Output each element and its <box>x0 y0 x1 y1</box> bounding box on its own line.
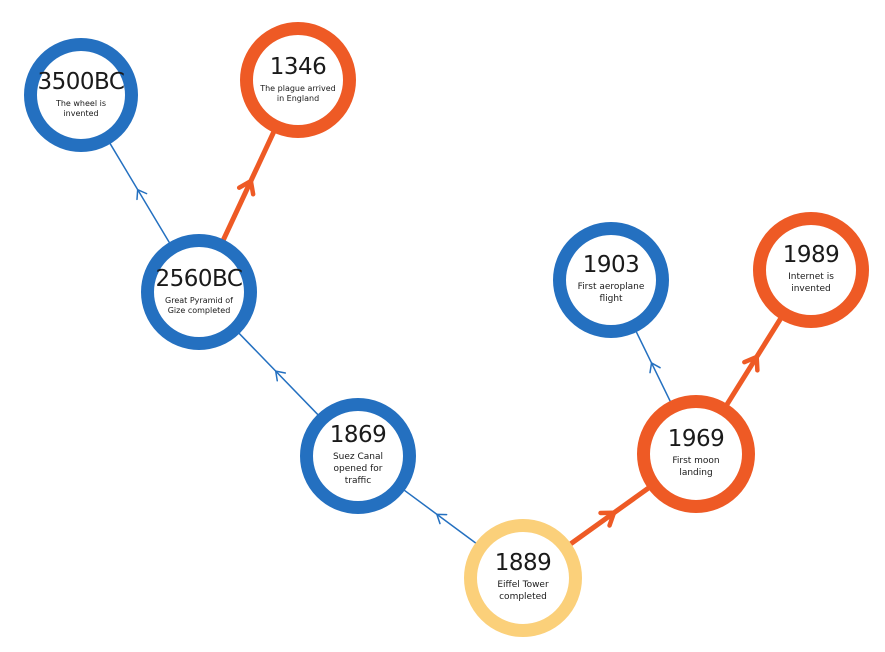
node-description: Great Pyramid of Gize completed <box>165 295 233 315</box>
connector-line <box>723 314 784 409</box>
timeline-node-3500bc: 3500BC The wheel is invented <box>24 38 138 152</box>
connector-line <box>220 128 277 244</box>
arrow-chevron-icon <box>436 513 448 525</box>
node-year: 3500BC <box>37 68 125 95</box>
arrow-chevron-icon <box>742 354 760 373</box>
connector-line <box>566 484 653 548</box>
node-year: 2560BC <box>155 265 243 292</box>
node-description: The plague arrived in England <box>260 83 336 103</box>
node-description: First aeroplane flight <box>577 282 645 304</box>
node-description: The wheel is invented <box>55 98 107 118</box>
node-year: 1889 <box>494 550 552 577</box>
arrow-chevron-icon <box>649 362 661 374</box>
node-year: 1969 <box>667 426 725 453</box>
node-year: 1989 <box>782 242 840 269</box>
node-description: First moon landing <box>672 456 720 478</box>
node-description: Internet is invented <box>788 272 834 294</box>
arrow-chevron-icon <box>136 188 148 201</box>
arrow-chevron-icon <box>236 178 256 197</box>
timeline-node-1903: 1903 First aeroplane flight <box>553 222 669 338</box>
timeline-node-1969: 1969 First moon landing <box>637 395 755 513</box>
node-year: 1346 <box>269 53 327 80</box>
node-description: Eiffel Tower completed <box>497 580 549 602</box>
arrow-chevron-icon <box>274 370 287 382</box>
timeline-node-1889: 1889 Eiffel Tower completed <box>464 519 582 637</box>
node-year: 1869 <box>329 422 387 449</box>
timeline-node-1346: 1346 The plague arrived in England <box>240 22 356 138</box>
connector-line <box>108 141 171 245</box>
timeline-node-1989: 1989 Internet is invented <box>753 212 869 328</box>
timeline-node-1869: 1869 Suez Canal opened for traffic <box>300 398 416 514</box>
timeline-node-2560bc: 2560BC Great Pyramid of Gize completed <box>141 234 257 350</box>
connector-line <box>237 331 320 417</box>
arrow-chevron-icon <box>598 510 617 528</box>
node-year: 1903 <box>582 252 640 279</box>
node-description: Suez Canal opened for traffic <box>332 452 384 486</box>
connector-line <box>402 488 478 545</box>
connector-line <box>634 329 672 404</box>
